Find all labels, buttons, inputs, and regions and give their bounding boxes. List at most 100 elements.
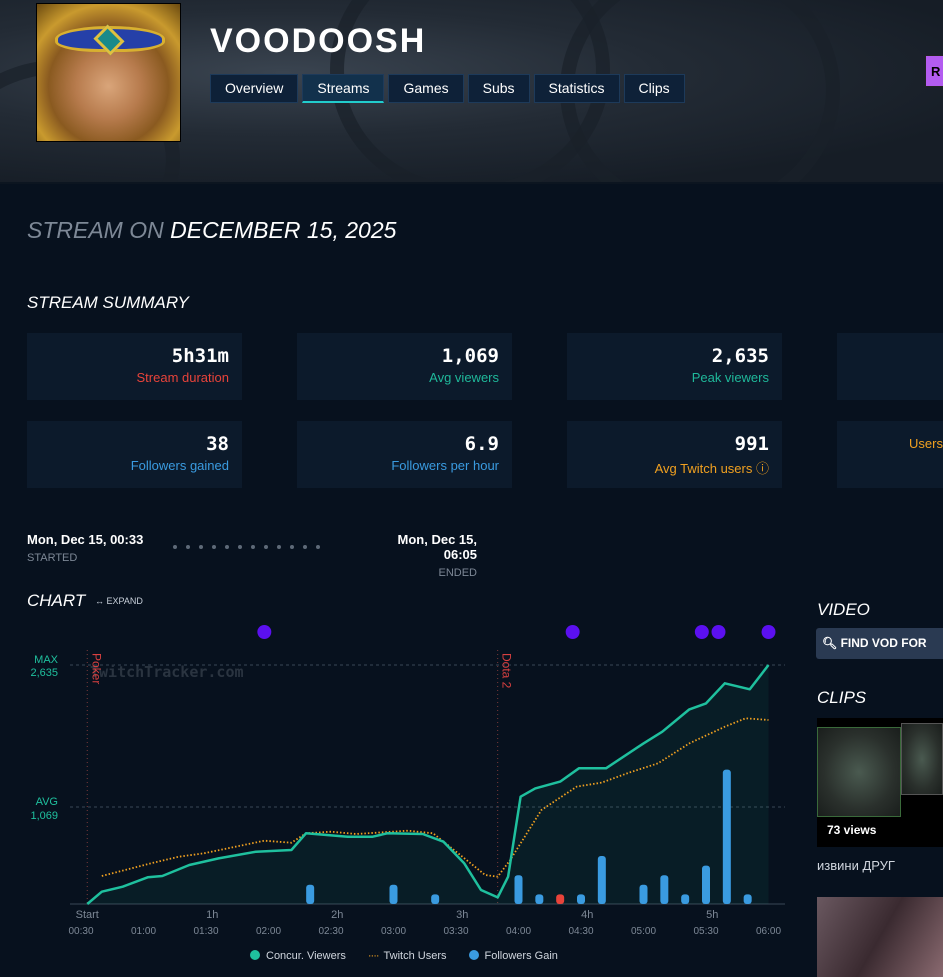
x-tick-label: 04:00 <box>506 926 531 937</box>
stat-label: Avg Twitch users ⓘ <box>654 461 769 476</box>
stat-label: Stream duration <box>136 370 230 385</box>
viewers-area <box>87 665 769 904</box>
chart-heading: CHART <box>27 591 86 610</box>
follower-bar <box>577 894 585 904</box>
stat-card: 6.9 Followers per hour <box>297 421 512 488</box>
x-tick-label: 01:30 <box>193 926 218 937</box>
tab-subs[interactable]: Subs <box>467 74 530 103</box>
stat-label: Peak viewers <box>691 370 769 385</box>
game-label: Poker <box>89 653 103 684</box>
legend-label: Followers Gain <box>484 950 558 962</box>
stat-value: 991 <box>734 433 769 455</box>
x-tick-label: 4h <box>581 909 593 921</box>
start-time: Mon, Dec 15, 00:33 <box>27 532 144 547</box>
legend-twitch-users[interactable]: ···· Twitch Users <box>367 950 447 962</box>
stat-card: 38 Followers gained <box>27 421 242 488</box>
follower-bar <box>535 894 544 904</box>
page-title: STREAM ON DECEMBER 15, 2025 <box>27 217 396 244</box>
stat-value: 2,635 <box>711 345 769 367</box>
tab-games[interactable]: Games <box>388 74 464 103</box>
follower-bar <box>660 875 669 904</box>
channel-avatar[interactable] <box>36 3 181 142</box>
chart-legend: Concur. Viewers ···· Twitch Users Followe… <box>250 950 558 962</box>
event-marker[interactable] <box>711 625 726 639</box>
stream-start: Mon, Dec 15, 00:33 STARTED <box>27 532 143 564</box>
follower-bar <box>743 894 752 904</box>
follower-bar <box>431 894 440 904</box>
legend-viewers[interactable]: Concur. Viewers <box>250 950 346 962</box>
tab-streams[interactable]: Streams <box>302 74 385 103</box>
follower-bar <box>681 894 690 904</box>
viewers-line <box>86 664 770 905</box>
follower-bar <box>639 884 648 904</box>
help-icon[interactable]: ⓘ <box>752 461 769 476</box>
twitch-users-line <box>101 717 769 878</box>
avg-label: AVG <box>36 796 58 808</box>
stat-card: Users <box>837 421 943 488</box>
stat-label: Avg viewers <box>429 370 499 385</box>
max-value: 2,635 <box>30 667 58 679</box>
stat-label: Followers gained <box>130 458 229 473</box>
clip-views: 73 views <box>827 823 877 837</box>
find-vod-button[interactable]: 🔍︎ FIND VOD FOR <box>816 628 943 659</box>
event-marker[interactable] <box>257 625 272 639</box>
channel-banner: VOODOOSH Overview Streams Games Subs Sta… <box>0 0 943 184</box>
x-tick-label: 2h <box>331 909 343 921</box>
stat-label: Users <box>909 436 943 451</box>
event-marker[interactable] <box>565 625 580 639</box>
header-action-button[interactable]: R <box>925 55 943 87</box>
end-label: ENDED <box>438 567 477 579</box>
game-label: Dota 2 <box>500 653 514 689</box>
follower-bar <box>597 856 606 904</box>
follower-bar <box>722 769 731 904</box>
follower-bar <box>514 875 523 904</box>
x-tick-label: 05:30 <box>693 926 718 937</box>
x-tick-label: 04:30 <box>568 926 593 937</box>
stat-card: 1,069 Avg viewers <box>297 333 512 400</box>
summary-heading: STREAM SUMMARY <box>27 293 189 312</box>
avg-value: 1,069 <box>30 810 58 822</box>
stat-card: 2,635 Peak viewers <box>567 333 782 400</box>
event-marker[interactable] <box>761 625 776 639</box>
x-tick-label: Start <box>76 909 99 921</box>
x-tick-label: 01:00 <box>131 926 156 937</box>
stat-value: 6.9 <box>464 433 499 455</box>
channel-tabs: Overview Streams Games Subs Statistics C… <box>210 74 685 103</box>
x-tick-label: 5h <box>706 909 718 921</box>
legend-followers[interactable]: Followers Gain <box>468 950 558 962</box>
tab-statistics[interactable]: Statistics <box>533 74 620 103</box>
clip-thumbnail[interactable]: 73 views <box>817 718 943 847</box>
x-tick-label: 02:30 <box>318 926 343 937</box>
clip-title[interactable]: извини ДРУГ <box>817 858 895 873</box>
expand-chart-button[interactable]: ↔ EXPAND <box>95 596 143 606</box>
x-tick-label: 1h <box>206 909 218 921</box>
follower-bar <box>389 884 398 904</box>
title-prefix: STREAM ON <box>27 217 164 243</box>
stat-label: Followers per hour <box>391 458 499 473</box>
x-tick-label: 00:30 <box>68 926 93 937</box>
stat-card: 991 Avg Twitch users ⓘ <box>567 421 782 488</box>
clips-heading: CLIPS <box>817 688 867 707</box>
x-tick-label: 06:00 <box>756 926 781 937</box>
legend-label: Twitch Users <box>383 950 447 962</box>
x-tick-label: 03:30 <box>443 926 468 937</box>
event-marker[interactable] <box>694 625 709 639</box>
stat-value: 38 <box>206 433 229 455</box>
start-label: STARTED <box>27 552 78 564</box>
follower-bar <box>556 894 565 904</box>
search-icon: 🔍︎ <box>822 636 838 650</box>
end-time: Mon, Dec 15, 06:05 <box>397 532 477 562</box>
tab-clips[interactable]: Clips <box>623 74 685 103</box>
x-tick-label: 03:00 <box>381 926 406 937</box>
follower-bar <box>306 884 315 904</box>
follower-bar <box>702 865 710 904</box>
channel-name: VOODOOSH <box>210 22 427 60</box>
clip-thumbnail[interactable] <box>817 897 943 977</box>
stat-card: 5h31m Stream duration <box>27 333 242 400</box>
x-tick-label: 02:00 <box>256 926 281 937</box>
tab-overview[interactable]: Overview <box>210 74 299 103</box>
stat-card <box>837 333 943 400</box>
watermark: TwitchTracker.com <box>90 663 244 681</box>
x-tick-label: 3h <box>456 909 468 921</box>
